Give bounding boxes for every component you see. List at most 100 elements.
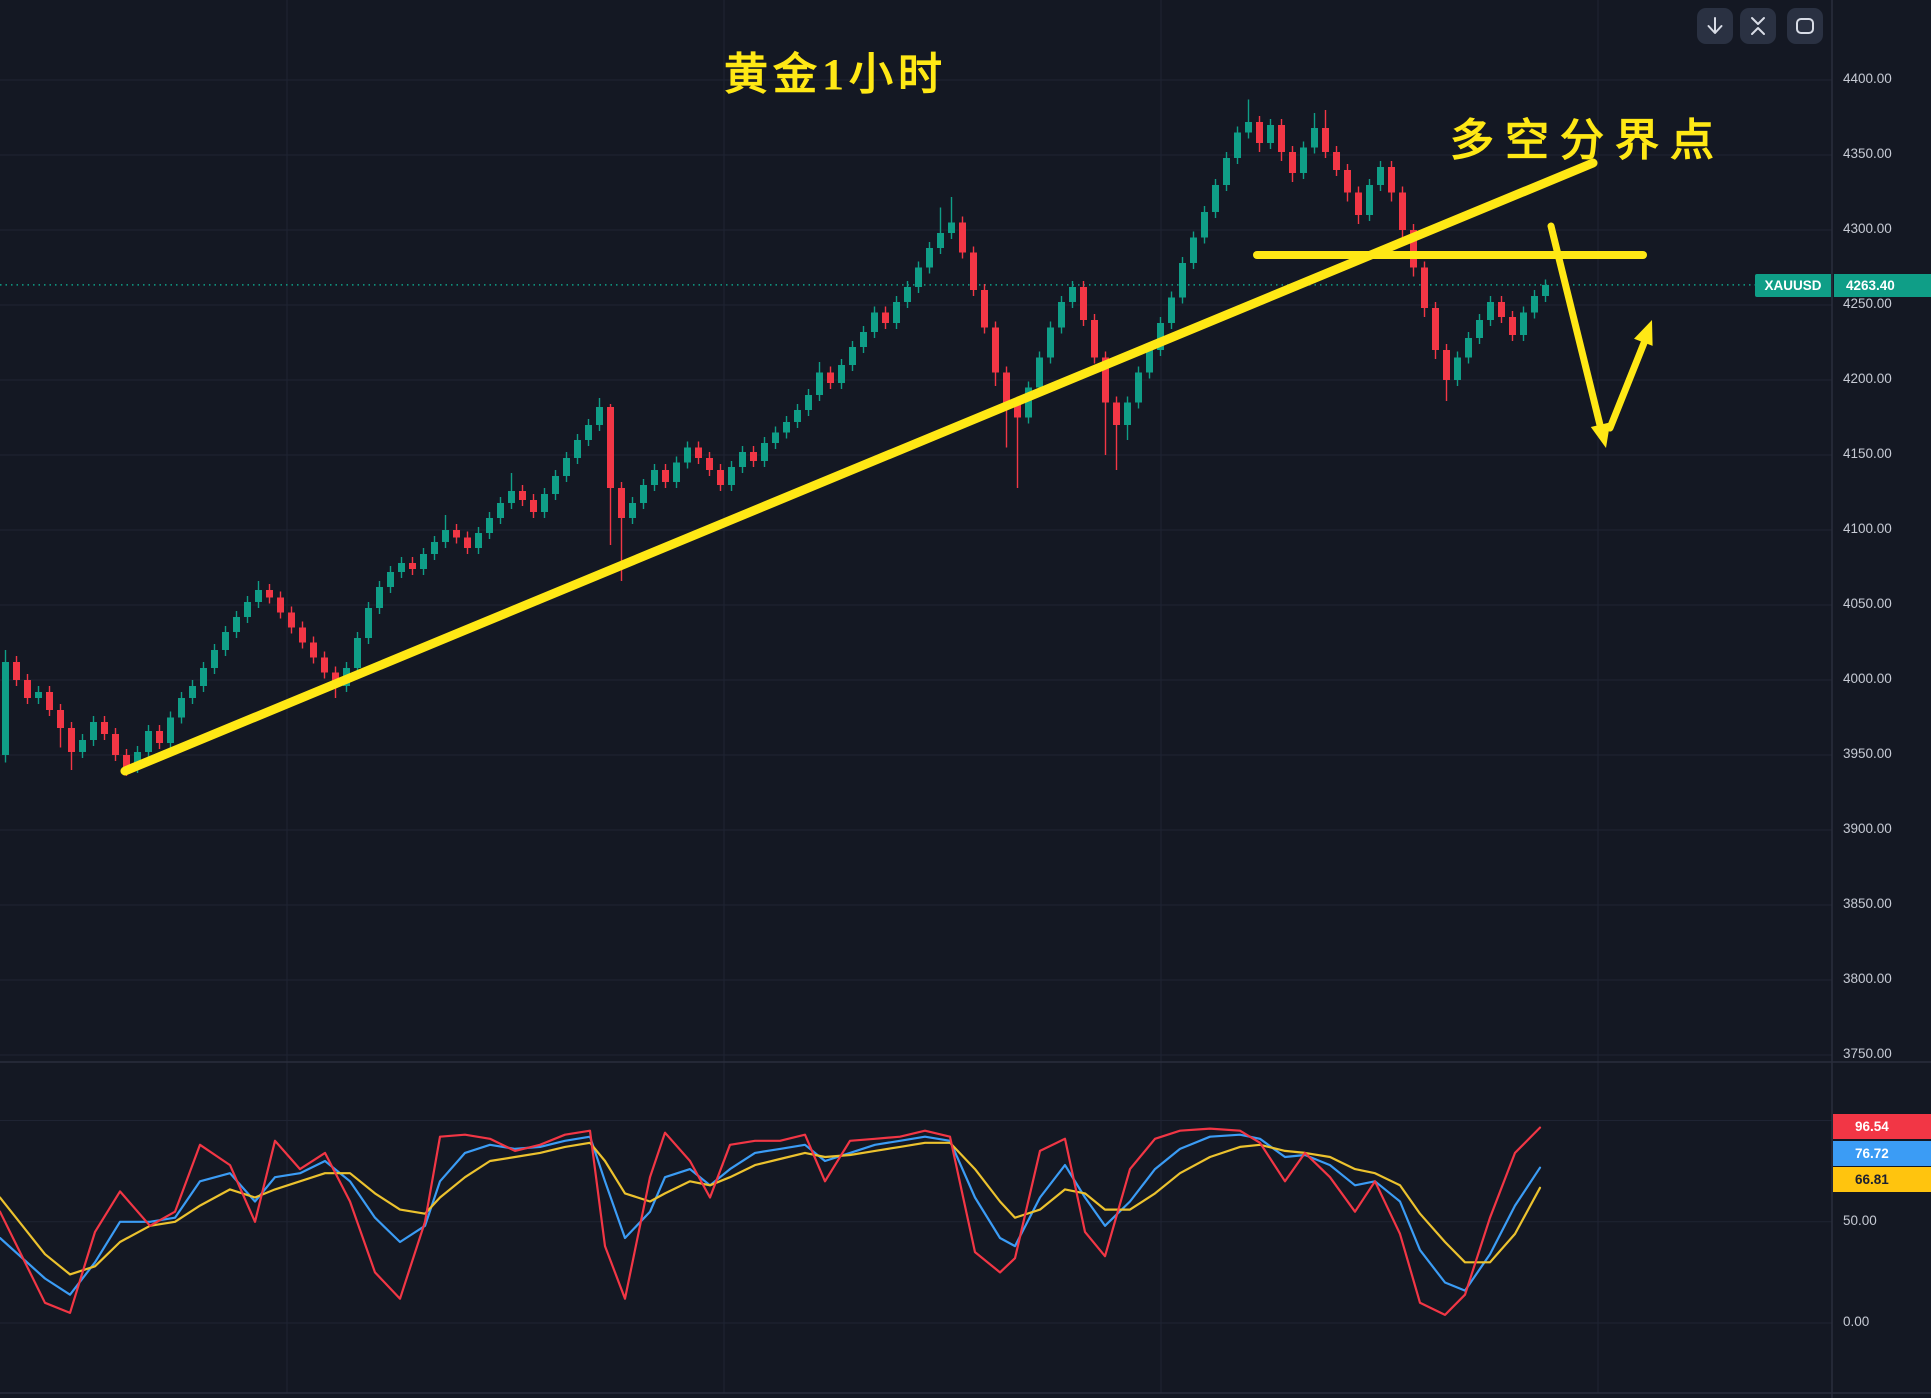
candle (739, 446, 746, 473)
candle (1036, 351, 1043, 394)
fullscreen-button[interactable] (1787, 8, 1823, 44)
candle (1080, 281, 1087, 326)
candle (706, 452, 713, 476)
candle (189, 680, 196, 704)
last-price-badge: 4263.40 (1834, 274, 1931, 297)
candle (277, 591, 284, 619)
trendline-drawing[interactable] (120, 158, 1598, 776)
candle (508, 473, 515, 509)
candle (1135, 366, 1142, 409)
candle (255, 581, 262, 608)
indicator-line-fast (0, 1126, 1542, 1317)
candle (541, 488, 548, 518)
candle (937, 207, 944, 254)
candle (1509, 311, 1516, 341)
axis-label: 3800.00 (1843, 971, 1892, 986)
candle (1465, 332, 1472, 364)
candle (1344, 164, 1351, 202)
candle (772, 426, 779, 449)
candle (970, 246, 977, 296)
candle (101, 716, 108, 740)
candle (783, 416, 790, 439)
candle (1366, 179, 1373, 221)
axis-label: 4100.00 (1843, 521, 1892, 536)
candle (156, 725, 163, 749)
axis-label: 4150.00 (1843, 446, 1892, 461)
candle (1289, 146, 1296, 182)
indicator-lines (0, 1126, 1542, 1317)
candle (717, 464, 724, 491)
candle (1245, 99, 1252, 139)
candle (145, 725, 152, 758)
candle (651, 464, 658, 491)
candle (1322, 110, 1329, 158)
candle (860, 326, 867, 353)
arrow-drawing-shaft[interactable] (1547, 222, 1604, 429)
candles-layer (2, 99, 1549, 776)
candle (486, 512, 493, 539)
candle (893, 296, 900, 329)
user-drawings[interactable] (120, 158, 1653, 776)
fullscreen-icon (1796, 18, 1814, 34)
axis-label: 4200.00 (1843, 371, 1892, 386)
candle (409, 557, 416, 575)
candle (442, 515, 449, 548)
candle (24, 674, 31, 704)
scroll-down-button[interactable] (1697, 8, 1733, 44)
candle (178, 692, 185, 724)
candle (1190, 231, 1197, 269)
candle (695, 441, 702, 464)
candle (233, 611, 240, 638)
candle (585, 419, 592, 446)
candle (1058, 296, 1065, 334)
candle (640, 479, 647, 509)
candle (387, 566, 394, 593)
candle (1014, 396, 1021, 488)
candle (530, 494, 537, 518)
candle (563, 452, 570, 482)
candle (310, 636, 317, 664)
axis-label: 4350.00 (1843, 146, 1892, 161)
candle (475, 527, 482, 554)
axis-label: 0.00 (1843, 1314, 1870, 1329)
indicator-fast-value-badge: 96.54 (1833, 1114, 1931, 1139)
collapse-pane-button[interactable] (1740, 8, 1776, 44)
candle (728, 461, 735, 491)
candle (497, 497, 504, 524)
candle (13, 656, 20, 686)
gridlines (0, 0, 1832, 1393)
axis-label: 3850.00 (1843, 896, 1892, 911)
chart-title: 黄金1小时 (724, 50, 947, 99)
candle (1025, 381, 1032, 424)
candle (376, 581, 383, 614)
candle (1542, 279, 1549, 302)
candle (574, 434, 581, 464)
candle (673, 456, 680, 488)
candle (629, 497, 636, 524)
candle (1201, 206, 1208, 244)
candle (849, 341, 856, 371)
axis-label: 50.00 (1843, 1212, 1877, 1228)
candle (915, 261, 922, 293)
candle (816, 362, 823, 401)
candle (321, 651, 328, 679)
candle (1421, 261, 1428, 317)
candle (365, 602, 372, 644)
candle (1267, 119, 1274, 149)
candle (1157, 317, 1164, 356)
arrow-drawing-head[interactable] (1590, 422, 1611, 448)
axis-label: 4050.00 (1843, 596, 1892, 611)
candle (1047, 321, 1054, 364)
candle (959, 216, 966, 259)
indicator-line-mid (0, 1133, 1542, 1296)
symbol-badge: XAUUSD (1755, 274, 1831, 297)
arrow-drawing-head[interactable] (1634, 320, 1653, 346)
arrow-drawing-shaft[interactable] (1606, 339, 1648, 432)
candle (68, 722, 75, 770)
candle (981, 284, 988, 334)
candle (1388, 161, 1395, 202)
candle (1454, 351, 1461, 386)
candle (288, 606, 295, 634)
candle (684, 441, 691, 469)
